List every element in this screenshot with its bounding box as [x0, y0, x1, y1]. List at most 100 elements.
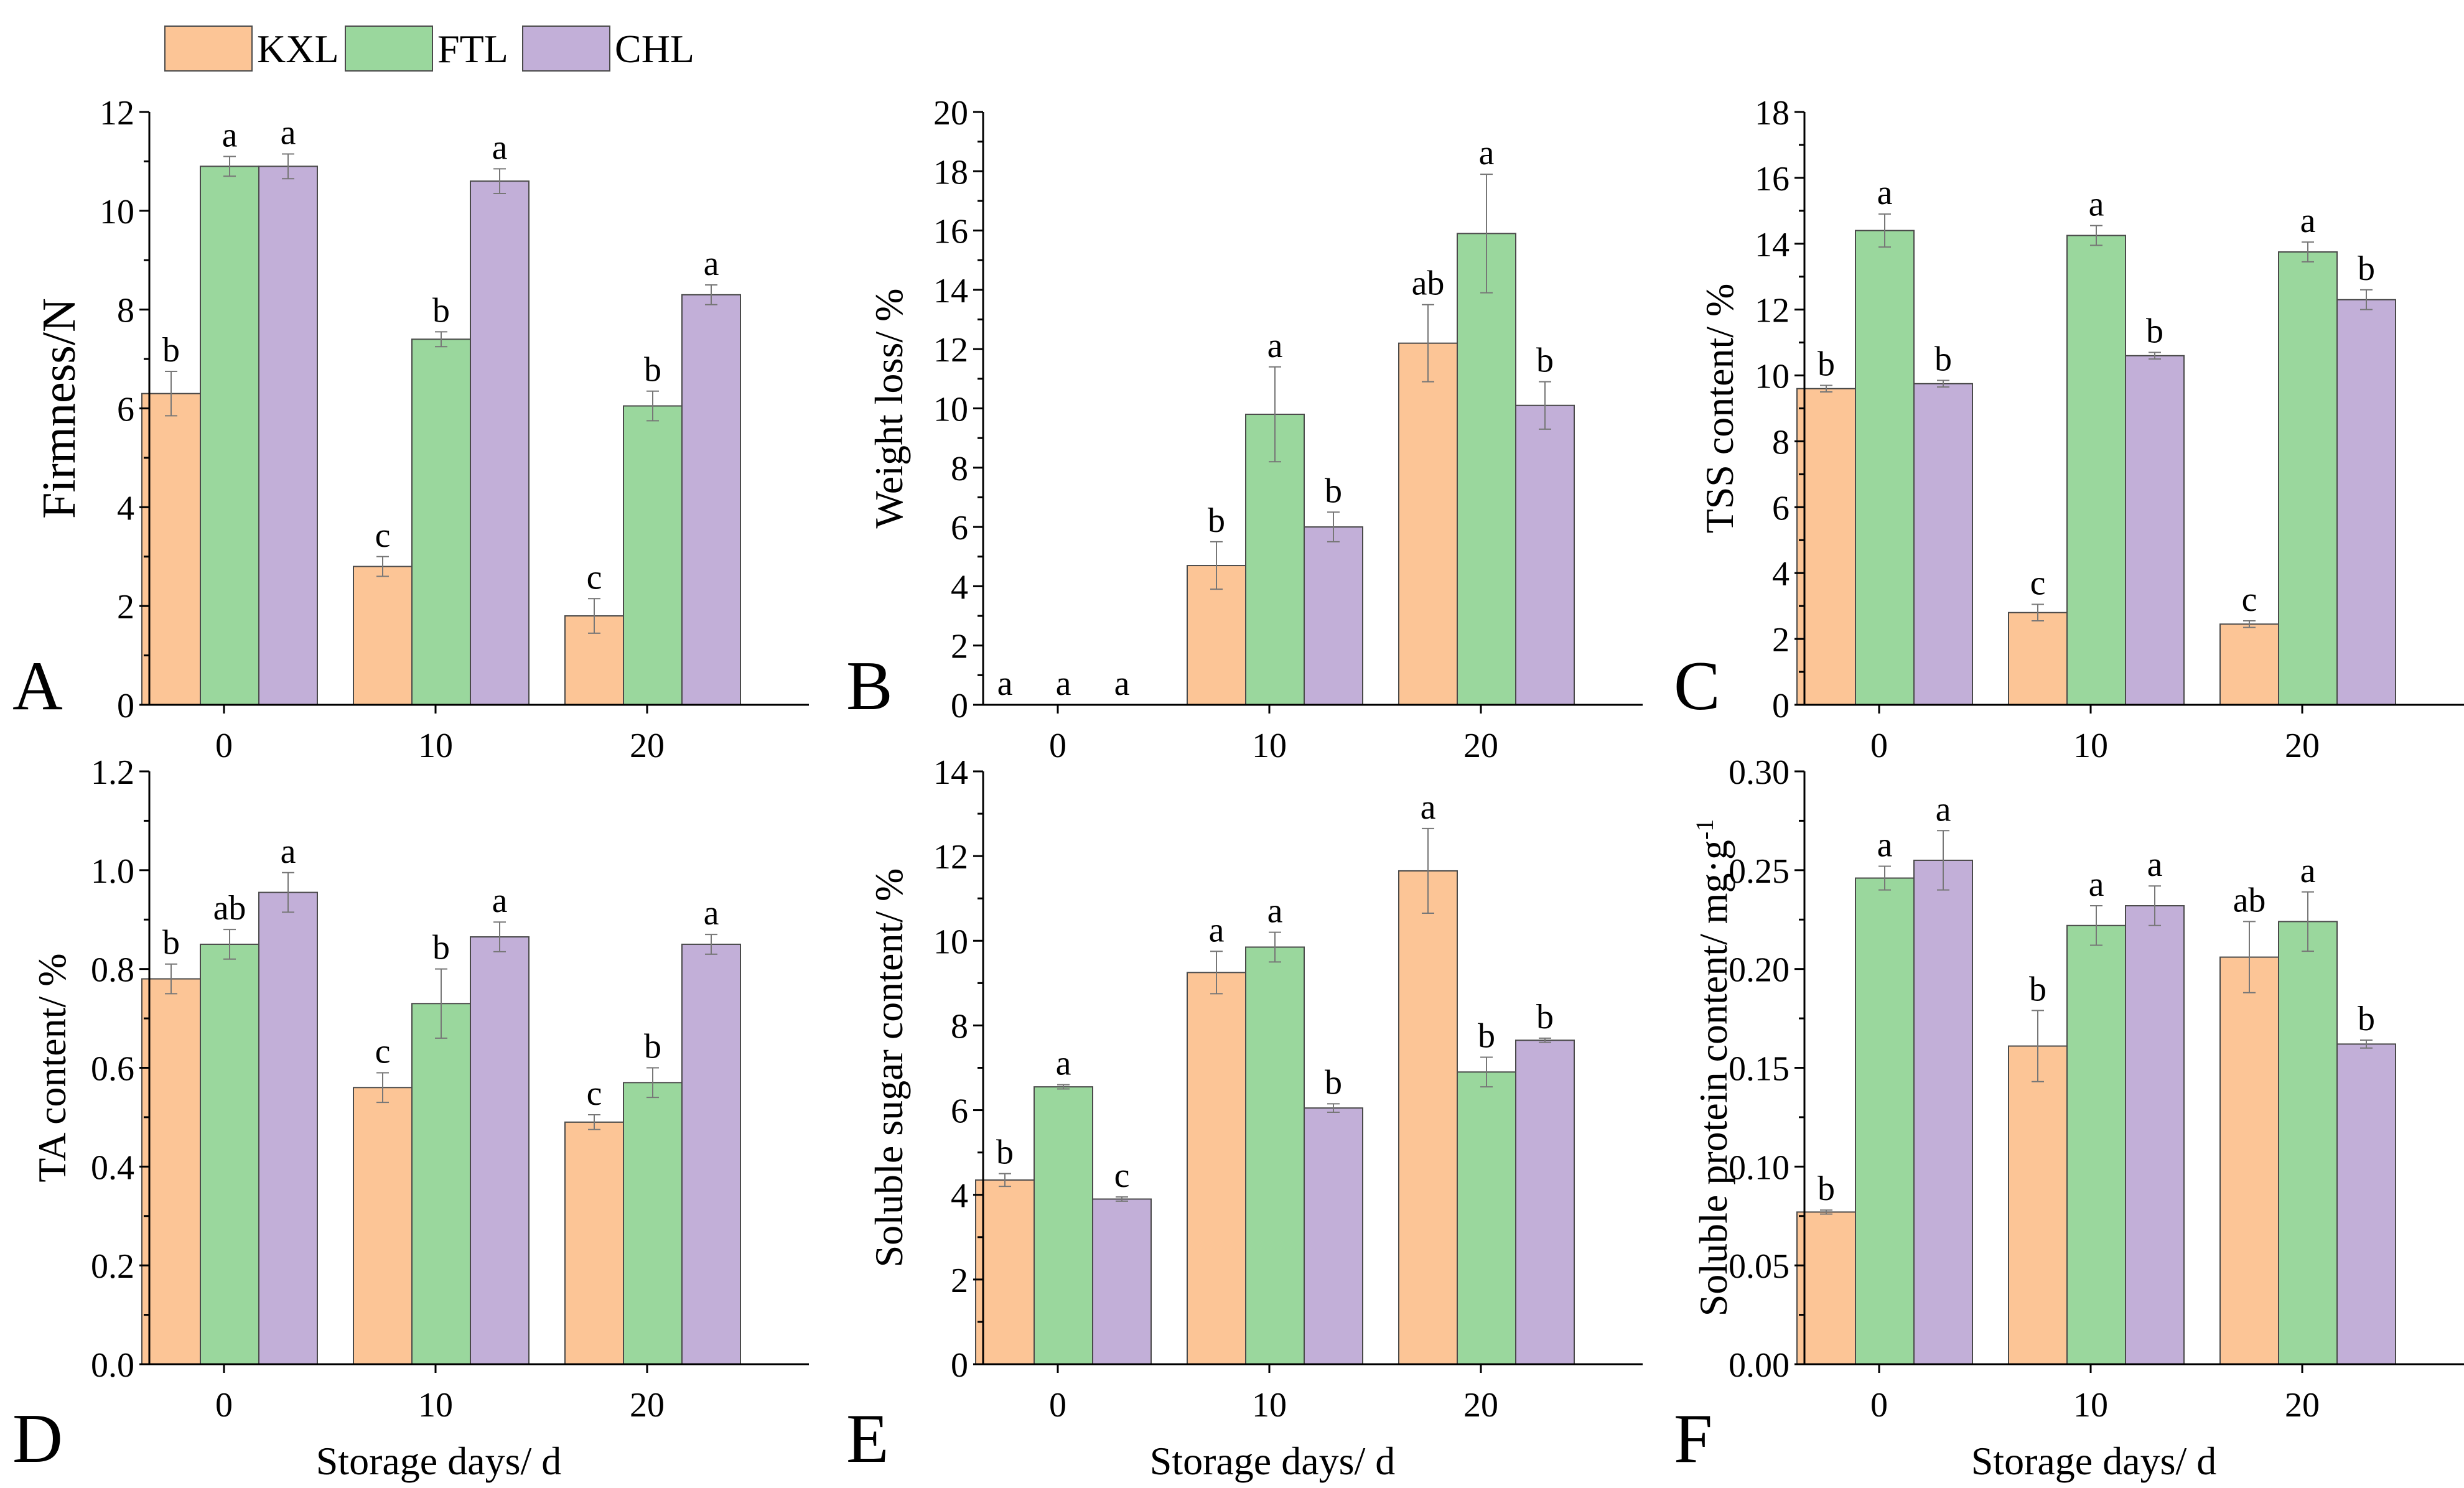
- panel-b-ftl-day-10-letter: a: [1267, 327, 1283, 365]
- panel-a-kxl-day-0-error-bar: [165, 370, 177, 417]
- panel-a-y-tick-4: 4: [117, 489, 134, 528]
- panel-c-kxl-day-0-letter: b: [1818, 345, 1835, 383]
- panel-e: b a c 0 a a b 10 a b b 20 0 2 4 6 8 10 12 14 Soluble sugar c…: [846, 753, 1643, 1483]
- panel-a-chl-day-0-bar: [258, 165, 318, 705]
- panel-f: baa0baa10abab200.000.050.100.150.200.250…: [1674, 753, 2464, 1483]
- panel-f-kxl-day-20-bar: [2219, 956, 2279, 1365]
- panel-f-kxl-day-0-letter: b: [1818, 1169, 1835, 1208]
- panel-d-kxl-day-10-error-bar: [376, 1072, 389, 1104]
- panel-b-kxl-day-20-error-bar: [1422, 304, 1434, 383]
- panel-e-ftl-day-20-letter: b: [1478, 1016, 1495, 1055]
- panel-b-ftl-day-20-letter: a: [1479, 134, 1495, 172]
- panel-e-chl-day-10-bar: [1304, 1107, 1363, 1365]
- panel-b-letter: B: [846, 648, 893, 725]
- panel-a-x-tick-10: 10: [418, 727, 453, 765]
- panel-f-kxl-day-10-letter: b: [2029, 970, 2046, 1008]
- panel-f-y-tick-0-25: 0.25: [1729, 852, 1790, 891]
- panel-a-y-tick-2: 2: [117, 588, 134, 626]
- panel-b-chl-day-0-letter: a: [1114, 664, 1130, 703]
- legend-swatch-ftl: [345, 26, 433, 72]
- panel-c-y-tick-14: 14: [1755, 226, 1790, 264]
- panel-e-y-tick-12: 12: [933, 838, 968, 877]
- panel-e-kxl-day-0-letter: b: [996, 1133, 1014, 1172]
- panel-e-kxl-day-10-error-bar: [1210, 951, 1223, 995]
- panel-a-x-tick-0: 0: [215, 727, 233, 765]
- panel-e-ftl-day-20-bar: [1457, 1071, 1516, 1365]
- panel-c-y-tick-18: 18: [1755, 94, 1790, 133]
- panel-f-chl-day-0-bar: [1913, 859, 1973, 1365]
- panel-d-y-tick-1-2: 1.2: [91, 753, 134, 792]
- panel-c-kxl-day-10-letter: c: [2030, 564, 2046, 603]
- panel-c-chl-day-20-letter: b: [2358, 249, 2375, 288]
- panel-a-chl-day-20-error-bar: [705, 284, 717, 305]
- panel-d-chl-day-10-bar: [470, 936, 530, 1365]
- panel-b-chl-day-20-error-bar: [1539, 381, 1551, 430]
- panel-b-chl-day-20-bar: [1515, 404, 1575, 705]
- panel-d-ftl-day-10-error-bar: [435, 968, 447, 1039]
- panel-c-y-tick-12: 12: [1755, 292, 1790, 330]
- panel-d-kxl-day-20-letter: c: [587, 1074, 602, 1113]
- panel-b-x-tick-10: 10: [1252, 727, 1287, 765]
- panel-e-chl-day-0-letter: c: [1114, 1156, 1130, 1195]
- panel-d-ftl-day-0-bar: [200, 943, 259, 1365]
- panel-f-y-tick-0-15: 0.15: [1729, 1050, 1790, 1089]
- panel-e-y-tick-2: 2: [951, 1262, 968, 1300]
- panel-e-letter: E: [846, 1400, 889, 1477]
- panel-c: b a b 0 c a b 10 c a b 20 0 2 4 6 8 10 12 14 16 18 TSS content…: [1674, 94, 2464, 765]
- panel-c-ftl-day-0-letter: a: [1877, 174, 1893, 212]
- panel-c-y-tick-0: 0: [1772, 687, 1790, 725]
- panel-f-chl-day-20-bar: [2336, 1043, 2396, 1365]
- panel-d-x-tick-20: 20: [630, 1386, 665, 1425]
- panel-b-y-tick-2: 2: [951, 628, 968, 666]
- panel-b-chl-day-10-bar: [1304, 526, 1363, 705]
- panel-e-chl-day-0-bar: [1092, 1198, 1152, 1365]
- panel-f-chl-day-20-error-bar: [2360, 1039, 2373, 1049]
- panel-a-y-tick-12: 12: [100, 94, 134, 133]
- panel-a-ftl-day-20-letter: b: [644, 351, 661, 389]
- panel-b-y-label: Weight loss/ %: [867, 289, 911, 529]
- panel-f-kxl-day-10-bar: [2008, 1045, 2068, 1365]
- panel-c-ftl-day-10-error-bar: [2090, 225, 2102, 246]
- panel-f-x-label: Storage days/ d: [1971, 1439, 2217, 1483]
- panel-c-y-label: TSS content/ %: [1697, 284, 1742, 534]
- panel-c-ftl-day-0-error-bar: [1878, 213, 1891, 248]
- panel-b-kxl-day-20-letter: ab: [1412, 264, 1445, 303]
- panel-d-chl-day-0-letter: a: [281, 832, 296, 871]
- panel-f-x-tick-0: 0: [1870, 1386, 1888, 1425]
- panel-e-kxl-day-10-bar: [1187, 972, 1246, 1365]
- panel-d-letter: D: [12, 1400, 63, 1477]
- panel-e-kxl-day-0-error-bar: [999, 1173, 1011, 1188]
- panel-b-y-tick-14: 14: [933, 272, 968, 310]
- panel-f-chl-day-0-error-bar: [1937, 830, 1949, 891]
- panel-b-chl-day-10-error-bar: [1327, 511, 1340, 542]
- panel-f-kxl-day-10-error-bar: [2032, 1010, 2044, 1082]
- legend-item-kxl: KXL: [164, 26, 339, 72]
- panel-d-x-label: Storage days/ d: [316, 1439, 562, 1483]
- panel-a-kxl-day-10-error-bar: [376, 556, 389, 577]
- panel-d-chl-day-20-error-bar: [705, 934, 717, 955]
- panel-f-y-label-superscript: -1: [1691, 819, 1719, 840]
- panel-c-letter: C: [1674, 648, 1720, 725]
- panel-c-y-tick-10: 10: [1755, 358, 1790, 396]
- panel-c-y-tick-16: 16: [1755, 160, 1790, 198]
- panel-d-x-tick-0: 0: [215, 1386, 233, 1425]
- panel-e-ftl-day-0-letter: a: [1056, 1044, 1071, 1083]
- panel-f-kxl-day-0-error-bar: [1820, 1209, 1832, 1215]
- legend: KXL FTL CHL: [164, 26, 694, 72]
- panel-e-ftl-day-10-bar: [1245, 946, 1305, 1365]
- panel-d-kxl-day-0-letter: b: [162, 924, 180, 962]
- panel-d-kxl-day-10-bar: [353, 1087, 413, 1365]
- panel-c-chl-day-10-bar: [2125, 355, 2185, 705]
- panel-d-x-tick-10: 10: [418, 1386, 453, 1425]
- panel-c-kxl-day-20-bar: [2219, 623, 2279, 706]
- panel-d-chl-day-20-bar: [681, 943, 741, 1365]
- panel-e-chl-day-0-error-bar: [1116, 1196, 1128, 1202]
- panel-e-y-tick-14: 14: [933, 753, 968, 792]
- legend-item-ftl: FTL: [345, 26, 508, 72]
- panel-c-ftl-day-20-letter: a: [2300, 202, 2316, 240]
- panel-d-y-tick-0-2: 0.2: [91, 1247, 134, 1286]
- panel-f-ftl-day-10-error-bar: [2090, 905, 2102, 946]
- panel-c-ftl-day-0-bar: [1855, 230, 1915, 706]
- panel-d-kxl-day-10-letter: c: [375, 1032, 391, 1071]
